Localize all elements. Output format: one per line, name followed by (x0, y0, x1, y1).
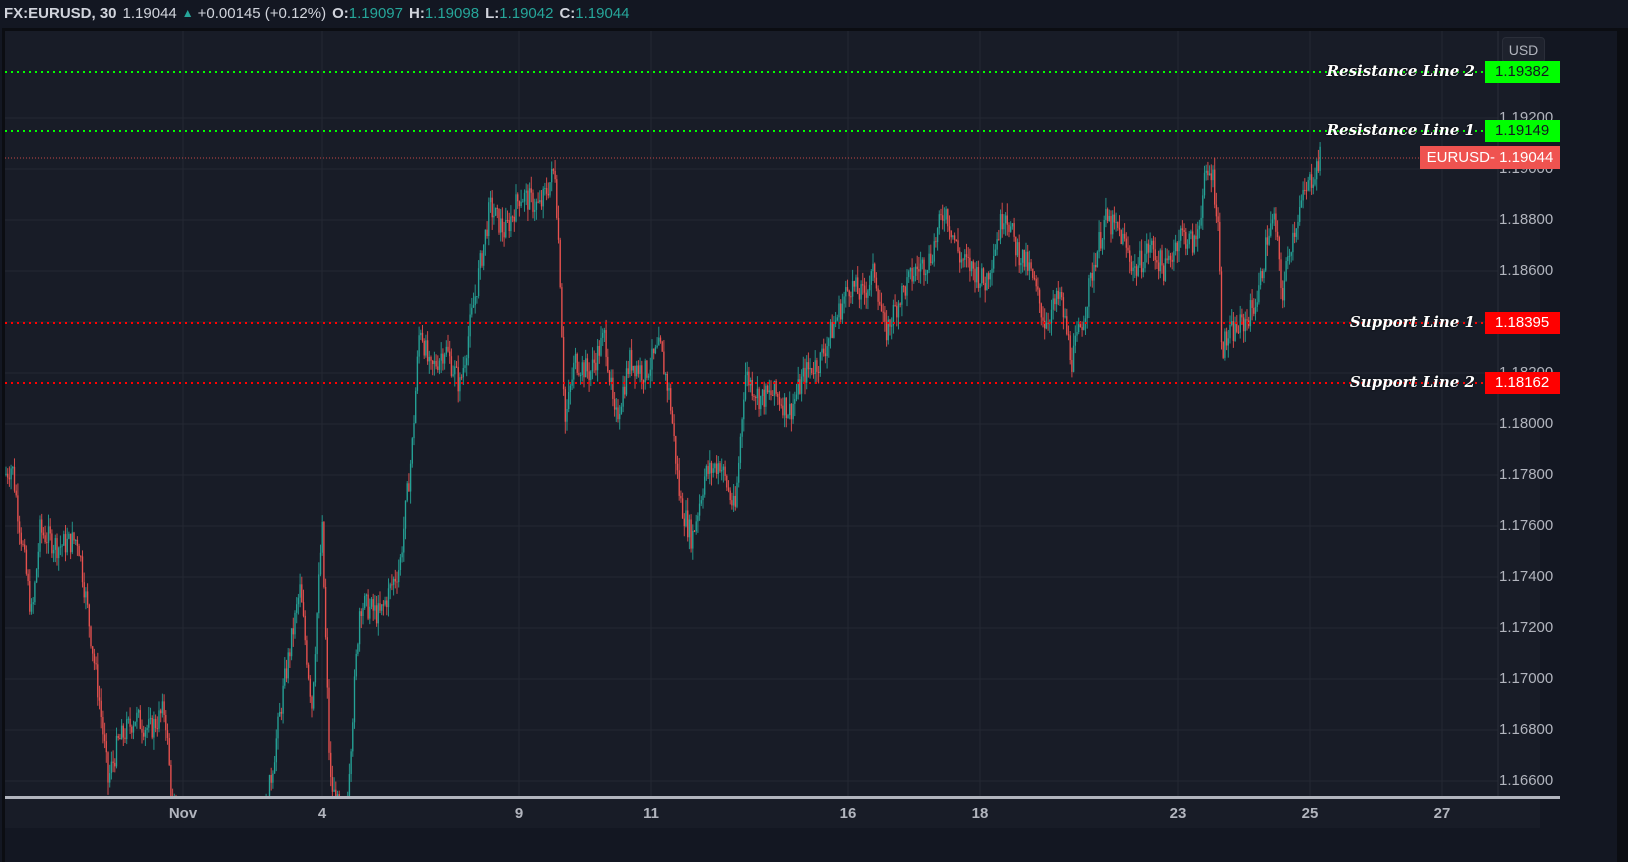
date-tick-label: 11 (643, 805, 659, 822)
date-tick-label: 9 (514, 805, 524, 822)
price-tick-label: 1.17400 (1499, 568, 1554, 585)
date-tick-label: 4 (317, 805, 327, 822)
low-key: L: (485, 4, 500, 22)
price-tick-label: 1.18800 (1499, 211, 1554, 228)
price-tick-label: 1.17600 (1499, 517, 1554, 534)
date-tick-label: 18 (971, 805, 989, 822)
date-tick-label: Nov (168, 805, 198, 822)
right-border (1617, 28, 1628, 862)
close-key: C: (559, 4, 576, 22)
price-tick-label: 1.17800 (1499, 466, 1554, 483)
price-tick-label: 1.16800 (1499, 721, 1554, 738)
open-value: 1.19097 (348, 4, 403, 22)
resistance-price-tag: 1.19382 (1485, 61, 1560, 83)
price-tick-label: 1.17200 (1499, 619, 1554, 636)
low-value: 1.19042 (499, 4, 554, 22)
price-tick-label: 1.18600 (1499, 262, 1554, 279)
date-tick-label: 23 (1169, 805, 1187, 822)
price-tick-label: 1.17000 (1499, 670, 1554, 687)
currency-badge[interactable]: USD (1502, 37, 1545, 63)
resistance-price-tag: 1.19149 (1485, 120, 1560, 142)
support-price-tag: 1.18162 (1485, 372, 1560, 394)
open-key: O: (332, 4, 349, 22)
last-price: 1.19044 (122, 4, 177, 22)
close-value: 1.19044 (575, 4, 630, 22)
date-tick-label: 27 (1433, 805, 1451, 822)
chart-frame (2, 28, 1620, 862)
symbol-title[interactable]: FX:EURUSD, 30 (4, 4, 117, 22)
price-tick-label: 1.18000 (1499, 415, 1554, 432)
high-value: 1.19098 (424, 4, 480, 22)
resistance-line-2-label[interactable]: Resistance Line 2 (1326, 62, 1475, 80)
candles (5, 142, 1321, 797)
resistance-line-1-label[interactable]: Resistance Line 1 (1326, 121, 1475, 139)
support-line-1-label[interactable]: Support Line 1 (1349, 313, 1475, 331)
support-line-2-label[interactable]: Support Line 2 (1349, 373, 1475, 391)
up-triangle-icon: ▲ (181, 6, 194, 20)
date-tick-label: 16 (839, 805, 857, 822)
price-tick-label: 1.16600 (1499, 772, 1554, 789)
price-change: +0.00145 (+0.12%) (197, 4, 327, 22)
support-price-tag: 1.18395 (1485, 312, 1560, 334)
symbol-header: FX:EURUSD, 30 1.19044 ▲ +0.00145 (+0.12%… (0, 0, 1628, 26)
current-price-tag: EURUSD- 1.19044 (1420, 146, 1560, 169)
high-key: H: (409, 4, 425, 22)
date-tick-label: 25 (1301, 805, 1319, 822)
plot-area[interactable] (5, 31, 1540, 828)
